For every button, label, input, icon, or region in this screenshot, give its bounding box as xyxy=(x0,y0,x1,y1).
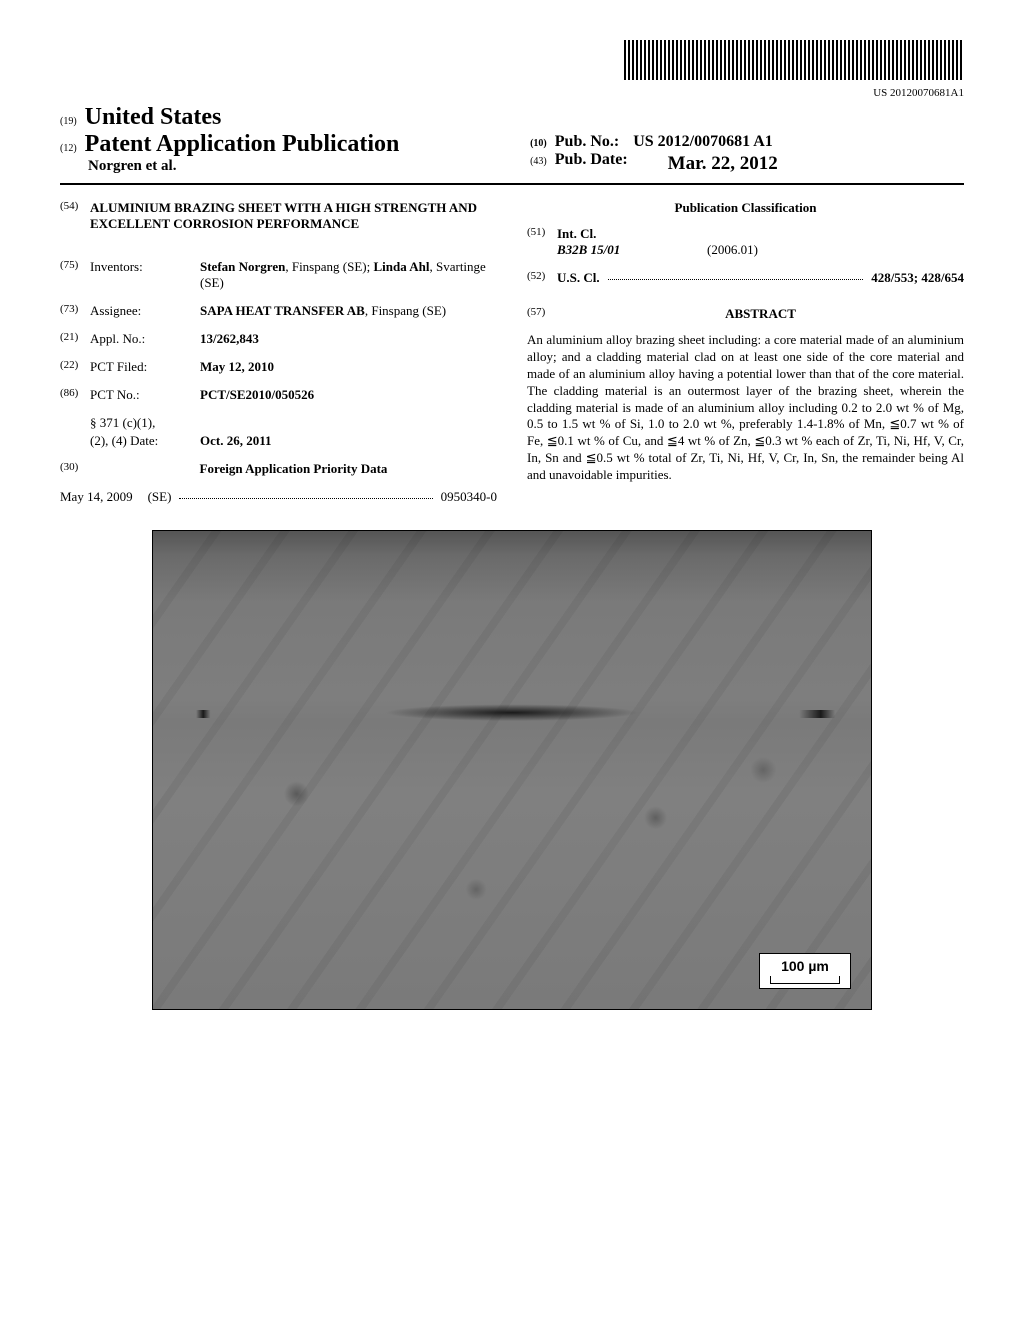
s371-date-value: Oct. 26, 2011 xyxy=(200,433,497,449)
uscl-dots xyxy=(608,270,864,280)
abstract-num: (57) xyxy=(527,306,557,332)
foreign-num: (30) xyxy=(60,461,90,473)
barcode-text: US 20120070681A1 xyxy=(60,87,964,99)
priority-country: (SE) xyxy=(148,489,172,505)
intcl-label: Int. Cl. xyxy=(557,226,758,242)
country: United States xyxy=(85,104,222,130)
inventors-value: Stefan Norgren, Finspang (SE); Linda Ahl… xyxy=(200,259,497,291)
header-right: (10) Pub. No.: US 2012/0070681 A1 (43) P… xyxy=(530,133,964,175)
pub-date-value: Mar. 22, 2012 xyxy=(668,153,778,175)
pub-type-line: (12) Patent Application Publication xyxy=(60,131,494,158)
assignee-label: Assignee: xyxy=(90,303,200,319)
appl-num: (21) xyxy=(60,331,90,343)
pct-filed-num: (22) xyxy=(60,359,90,371)
pub-no-value: US 2012/0070681 A1 xyxy=(633,133,773,150)
pct-no-label: PCT No.: xyxy=(90,387,200,403)
pub-no-line: (10) Pub. No.: US 2012/0070681 A1 xyxy=(530,133,964,151)
classification-header: Publication Classification xyxy=(527,200,964,216)
assignee-row: (73) Assignee: SAPA HEAT TRANSFER AB, Fi… xyxy=(60,303,497,319)
scale-tick xyxy=(770,976,840,984)
scale-label: 100 µm xyxy=(781,958,829,974)
barcode-region: US 20120070681A1 xyxy=(60,40,964,99)
priority-number: 0950340-0 xyxy=(441,489,497,505)
assignee-num: (73) xyxy=(60,303,90,315)
inventor-1: Stefan Norgren xyxy=(200,259,285,274)
pct-filed-row: (22) PCT Filed: May 12, 2010 xyxy=(60,359,497,375)
appl-row: (21) Appl. No.: 13/262,843 xyxy=(60,331,497,347)
priority-data-row: May 14, 2009 (SE) 0950340-0 xyxy=(60,489,497,505)
header-rule xyxy=(60,183,964,185)
uscl-label: U.S. Cl. xyxy=(557,270,600,286)
pub-no-label: Pub. No.: xyxy=(555,133,619,150)
title-num: (54) xyxy=(60,200,90,212)
intcl-num: (51) xyxy=(527,226,557,258)
pct-no-value: PCT/SE2010/050526 xyxy=(200,387,497,403)
inventors-label: Inventors: xyxy=(90,259,200,275)
content-columns: (54) ALUMINIUM BRAZING SHEET WITH A HIGH… xyxy=(60,200,964,505)
foreign-header: Foreign Application Priority Data xyxy=(90,461,497,477)
appl-value: 13/262,843 xyxy=(200,331,497,347)
s371-label: § 371 (c)(1), xyxy=(90,415,200,431)
invention-title: ALUMINIUM BRAZING SHEET WITH A HIGH STRE… xyxy=(90,200,497,232)
intcl-code: B32B 15/01 xyxy=(557,242,667,258)
pct-no-row: (86) PCT No.: PCT/SE2010/050526 xyxy=(60,387,497,403)
uscl-num: (52) xyxy=(527,270,557,286)
figure-area: 100 µm xyxy=(60,530,964,1010)
inventors-row: (75) Inventors: Stefan Norgren, Finspang… xyxy=(60,259,497,291)
pub-type-num: (12) xyxy=(60,143,77,154)
uscl-row: (52) U.S. Cl. 428/553; 428/654 xyxy=(527,270,964,286)
intcl-inner: Int. Cl. B32B 15/01 (2006.01) xyxy=(557,226,758,258)
title-row: (54) ALUMINIUM BRAZING SHEET WITH A HIGH… xyxy=(60,200,497,247)
s371-row-1: § 371 (c)(1), xyxy=(60,415,497,431)
pct-filed-label: PCT Filed: xyxy=(90,359,200,375)
left-column: (54) ALUMINIUM BRAZING SHEET WITH A HIGH… xyxy=(60,200,497,505)
scale-bar: 100 µm xyxy=(759,953,851,989)
priority-date: May 14, 2009 xyxy=(60,489,133,505)
header-left: (19) United States (12) Patent Applicati… xyxy=(60,104,494,175)
intcl-year: (2006.01) xyxy=(707,242,758,258)
pub-date-label: Pub. Date: xyxy=(555,151,628,168)
s371-date-label: (2), (4) Date: xyxy=(90,433,200,449)
country-num: (19) xyxy=(60,116,77,127)
assignee-value: SAPA HEAT TRANSFER AB, Finspang (SE) xyxy=(200,303,497,319)
authors-line: Norgren et al. xyxy=(60,158,494,175)
abstract-header: ABSTRACT xyxy=(557,306,964,322)
micrograph-image: 100 µm xyxy=(152,530,872,1010)
foreign-priority-row: (30) Foreign Application Priority Data xyxy=(60,461,497,477)
pub-date-num: (43) xyxy=(530,156,547,167)
pub-date-line: (43) Pub. Date: Mar. 22, 2012 xyxy=(530,151,964,175)
intcl-row: (51) Int. Cl. B32B 15/01 (2006.01) xyxy=(527,226,964,258)
s371-row-2: (2), (4) Date: Oct. 26, 2011 xyxy=(60,433,497,449)
abstract-header-row: (57) ABSTRACT xyxy=(527,306,964,332)
inventors-num: (75) xyxy=(60,259,90,271)
assignee-name: SAPA HEAT TRANSFER AB xyxy=(200,303,365,318)
abstract-text: An aluminium alloy brazing sheet includi… xyxy=(527,332,964,484)
priority-dots xyxy=(179,489,432,499)
header-row: (19) United States (12) Patent Applicati… xyxy=(60,104,964,175)
pub-no-num: (10) xyxy=(530,138,547,149)
appl-label: Appl. No.: xyxy=(90,331,200,347)
pct-filed-value: May 12, 2010 xyxy=(200,359,497,375)
uscl-value: 428/553; 428/654 xyxy=(871,270,964,286)
intcl-codes: B32B 15/01 (2006.01) xyxy=(557,242,758,258)
barcode-graphic xyxy=(624,40,964,80)
pct-no-num: (86) xyxy=(60,387,90,399)
inventor-2: Linda Ahl xyxy=(373,259,429,274)
right-column: Publication Classification (51) Int. Cl.… xyxy=(527,200,964,505)
country-line: (19) United States xyxy=(60,104,494,131)
pub-type: Patent Application Publication xyxy=(85,131,400,157)
